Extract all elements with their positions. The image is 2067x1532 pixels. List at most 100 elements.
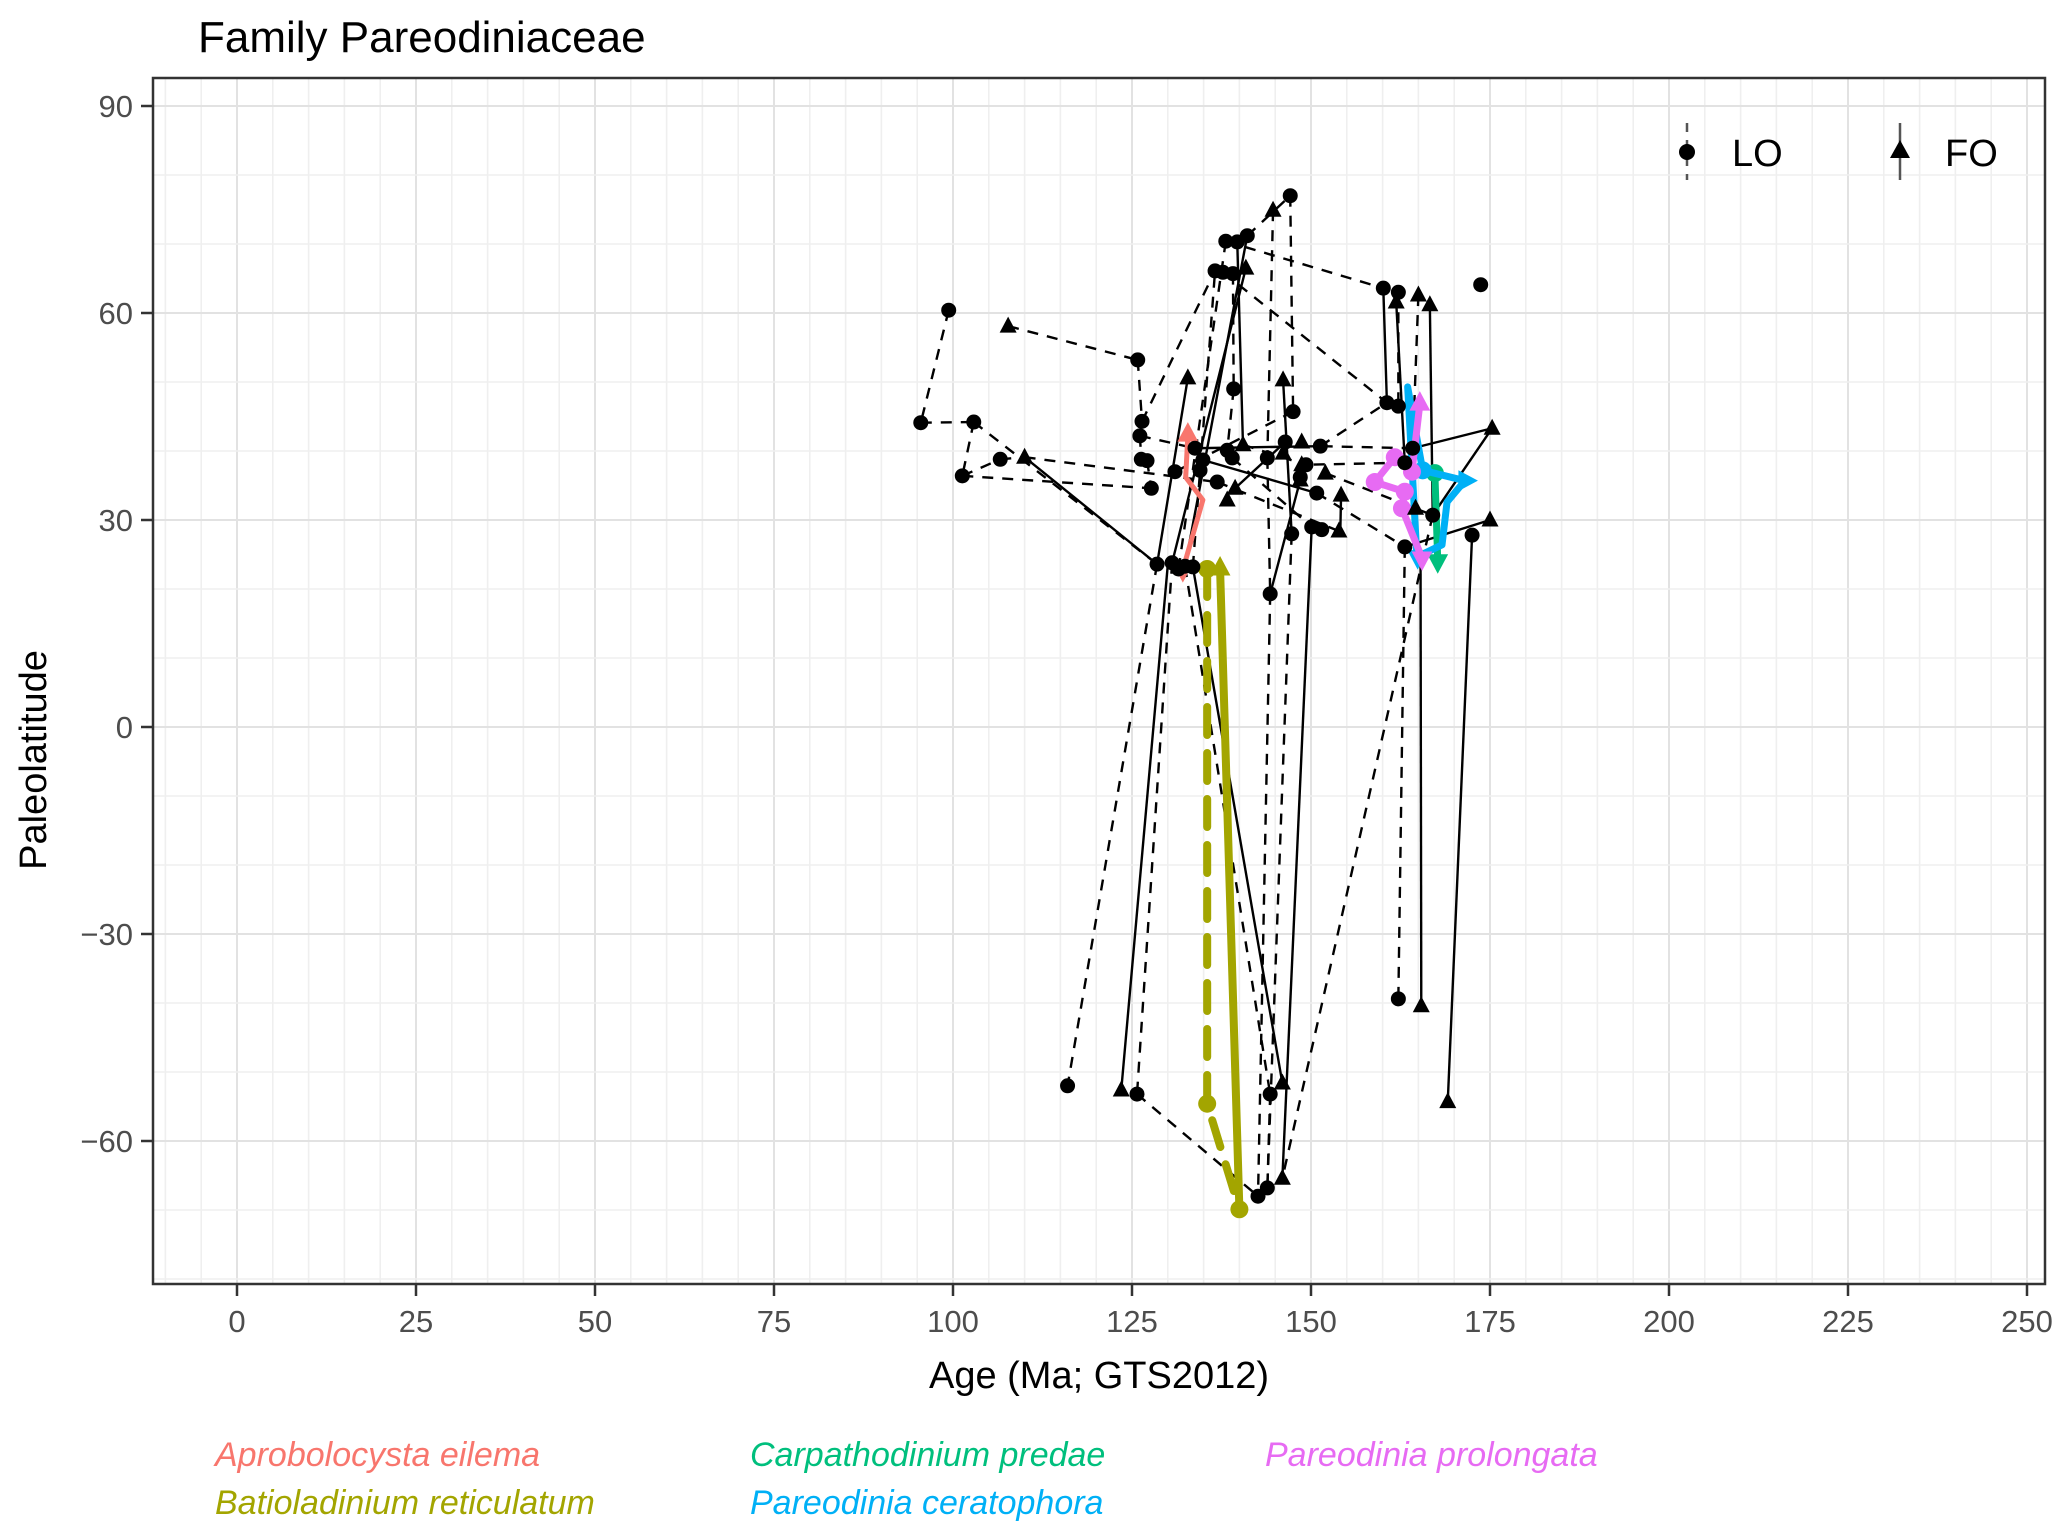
y-tick-label: 0: [116, 710, 133, 745]
lo-point: [1277, 434, 1293, 450]
fo-point: [1291, 470, 1309, 487]
fo-point: [1421, 295, 1439, 312]
fo-point: [1412, 996, 1430, 1013]
y-tick-label: −60: [80, 1124, 133, 1159]
fo-point: [1293, 432, 1311, 449]
lo-point: [1130, 352, 1146, 368]
lo-point: [1143, 480, 1159, 496]
lo-point: [1375, 280, 1391, 296]
x-tick-label: 225: [1822, 1304, 1874, 1339]
lo-range-line: [1007, 324, 1139, 362]
panel-border: [151, 76, 2047, 1286]
pareodinia-prolongata-point: [1395, 482, 1414, 501]
fo-legend-label: FO: [1945, 133, 1998, 175]
y-tick-label: −30: [80, 917, 133, 952]
aprobolocysta-eilema-arrow-up: [1177, 422, 1199, 442]
x-tick-label: 100: [927, 1304, 979, 1339]
pareodinia-prolongata-point: [1365, 473, 1384, 492]
fo-point: [1273, 1073, 1291, 1090]
lo-range-line: [1397, 546, 1406, 999]
lo-point: [1285, 404, 1301, 420]
lo-point: [1262, 586, 1278, 602]
y-axis-title: Paleolatitude: [13, 650, 55, 870]
x-tick-label: 150: [1285, 1304, 1337, 1339]
lo-range-line: [1289, 195, 1295, 412]
species-legend-label-pareodinia-prolongata: Pareodinia prolongata: [1265, 1436, 1598, 1474]
lo-range-line: [1266, 457, 1272, 594]
lo-range-line: [920, 420, 974, 424]
lo-range-line: [1256, 593, 1272, 1197]
pareodinia-prolongata-point: [1392, 499, 1411, 518]
axis-tick-labels: 0 25 50 75 100 125 150 175 200 225 250 90 60 30 0 −30 −6…: [80, 89, 2052, 1339]
lo-point: [1060, 1078, 1076, 1094]
lo-point: [1192, 462, 1208, 478]
lo-point: [1209, 474, 1225, 490]
fo-range-line: [1412, 427, 1493, 450]
fo-range-line: [1120, 564, 1169, 1091]
lo-point: [1284, 526, 1300, 542]
lo-point: [1390, 991, 1406, 1007]
x-axis-title: Age (Ma; GTS2012): [929, 1355, 1269, 1397]
y-tick-label: 90: [99, 89, 133, 124]
species-legend-label-batioladinium-reticulatum: Batioladinium reticulatum: [215, 1484, 595, 1522]
lo-range-line: [1266, 533, 1293, 1188]
gridlines: [153, 78, 2045, 1284]
lo-range-line: [1066, 563, 1159, 1087]
aprobolocysta-eilema-path: [1180, 432, 1206, 573]
lo-point: [1312, 438, 1328, 454]
fo-point: [1439, 1092, 1457, 1109]
fo-point: [1332, 485, 1350, 502]
species-legend-label-pareodinia-ceratophora: Pareodinia ceratophora: [750, 1484, 1103, 1522]
lo-point: [1425, 507, 1441, 523]
lo-legend-point-icon: [1679, 144, 1695, 160]
lo-point: [966, 414, 982, 430]
marker-legend: LO FO: [1679, 123, 1998, 180]
x-tick-label: 25: [399, 1304, 433, 1339]
lo-point: [1390, 398, 1406, 414]
lo-point: [1282, 188, 1298, 204]
lo-point: [1464, 527, 1480, 543]
carpathodinium-predae-arrow-down: [1427, 554, 1449, 574]
lo-point: [1224, 450, 1240, 466]
pareodinia-ceratophora-arrow-right: [1458, 470, 1478, 492]
lo-range-line: [1135, 562, 1174, 1095]
y-tick-label: 60: [99, 296, 133, 331]
lo-range-line: [1320, 444, 1413, 450]
lo-range-line: [1281, 514, 1434, 1179]
lo-range-line: [1316, 492, 1406, 548]
fo-point: [999, 316, 1017, 333]
lo-point: [992, 451, 1008, 467]
lo-range-line: [1136, 1093, 1259, 1198]
pareodinia-prolongata-arrow-down: [1411, 551, 1433, 571]
fo-point: [1274, 370, 1292, 387]
lo-point: [1218, 233, 1234, 249]
fo-point: [1407, 498, 1425, 515]
lo-range-line: [1177, 241, 1227, 570]
x-tick-label: 200: [1643, 1304, 1695, 1339]
fo-point: [1273, 1168, 1291, 1185]
fo-point: [1316, 463, 1334, 480]
lo-range-line: [1136, 359, 1144, 422]
x-tick-label: 0: [228, 1304, 245, 1339]
fo-range-line: [1382, 288, 1389, 403]
lo-point: [1259, 1180, 1275, 1196]
lo-range-line: [1301, 461, 1405, 466]
lo-point: [1132, 428, 1148, 444]
lo-point: [1226, 381, 1242, 397]
fo-range-line: [1191, 566, 1284, 1084]
lo-range-line: [1266, 210, 1275, 458]
lo-point: [941, 302, 957, 318]
lo-point: [1225, 266, 1241, 282]
fo-point: [1226, 478, 1244, 495]
lo-range-line: [1226, 388, 1235, 451]
lo-point: [1185, 559, 1201, 575]
species-legend-label-carpathodinium-predae: Carpathodinium predae: [750, 1436, 1105, 1474]
fo-point: [1237, 258, 1255, 275]
lo-point: [1139, 453, 1155, 469]
species-lines: [1172, 383, 1478, 1219]
batioladinium-reticulatum-arrow-up: [1209, 555, 1231, 576]
lo-point: [1134, 413, 1150, 429]
fo-point: [1387, 292, 1405, 309]
lo-range-line: [1225, 240, 1384, 290]
